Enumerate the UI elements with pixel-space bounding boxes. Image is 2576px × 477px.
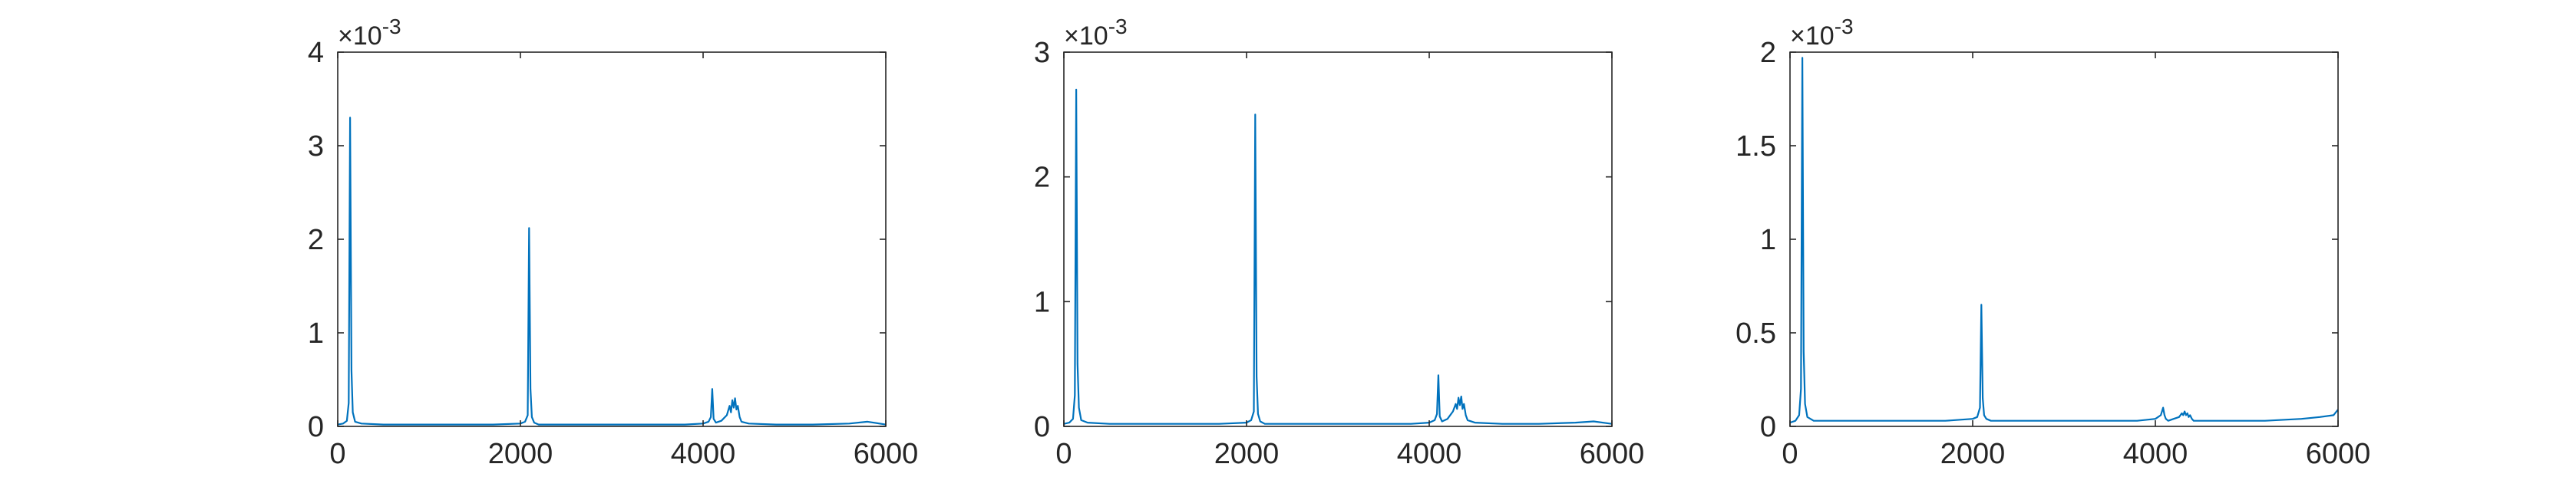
y-tick-label: 1 xyxy=(1760,224,1776,256)
subplot-1: 0 2000 4000 6000 0 1 2 3 4 ×10-3 xyxy=(308,15,918,470)
y-tick-label: 4 xyxy=(308,37,324,69)
y-tick-label: 0 xyxy=(308,411,324,443)
y-exponent-label: ×10-3 xyxy=(338,15,401,51)
y-exponent-base: ×10 xyxy=(338,21,382,51)
series-line-1 xyxy=(1790,57,2338,424)
y-tick-label: 3 xyxy=(1034,37,1050,69)
x-tick-label: 4000 xyxy=(2123,438,2188,470)
x-tick-label: 4000 xyxy=(671,438,736,470)
y-tick-label: 2 xyxy=(308,224,324,256)
series-line-1 xyxy=(1064,88,1612,425)
x-tick-label: 2000 xyxy=(1214,438,1280,470)
y-tick-label: 1 xyxy=(1034,286,1050,318)
y-exponent-label: ×10-3 xyxy=(1790,15,1854,51)
y-exponent-power: -3 xyxy=(382,15,401,38)
y-tick-label: 2 xyxy=(1034,162,1050,194)
y-exponent-power: -3 xyxy=(1835,15,1854,38)
x-tick-label: 6000 xyxy=(854,438,919,470)
y-tick-label: 2 xyxy=(1760,37,1776,69)
y-tick-label: 0 xyxy=(1760,411,1776,443)
y-tick-label: 3 xyxy=(308,130,324,163)
x-tick-label: 0 xyxy=(1055,438,1072,470)
axes-box xyxy=(1063,51,1613,427)
x-tick-label: 6000 xyxy=(1580,438,1645,470)
subplot-2: 0 2000 4000 6000 0 1 2 3 ×10-3 xyxy=(1034,15,1644,470)
series-line-1 xyxy=(338,117,886,426)
y-tick-label: 1 xyxy=(308,317,324,350)
subplot-3: 0 2000 4000 6000 0 0.5 1 1.5 2 ×10-3 xyxy=(1735,15,2370,470)
x-tick-label: 0 xyxy=(1782,438,1798,470)
x-tick-label: 6000 xyxy=(2306,438,2371,470)
y-exponent-label: ×10-3 xyxy=(1064,15,1128,51)
y-tick-label: 0 xyxy=(1034,411,1050,443)
x-tick-label: 2000 xyxy=(1940,438,2006,470)
y-exponent-base: ×10 xyxy=(1790,21,1835,51)
y-tick-label: 0.5 xyxy=(1735,317,1776,350)
y-tick-label: 1.5 xyxy=(1735,130,1776,163)
x-tick-label: 0 xyxy=(329,438,345,470)
x-tick-label: 2000 xyxy=(488,438,553,470)
y-exponent-base: ×10 xyxy=(1064,21,1108,51)
y-exponent-power: -3 xyxy=(1108,15,1128,38)
x-tick-label: 4000 xyxy=(1397,438,1462,470)
